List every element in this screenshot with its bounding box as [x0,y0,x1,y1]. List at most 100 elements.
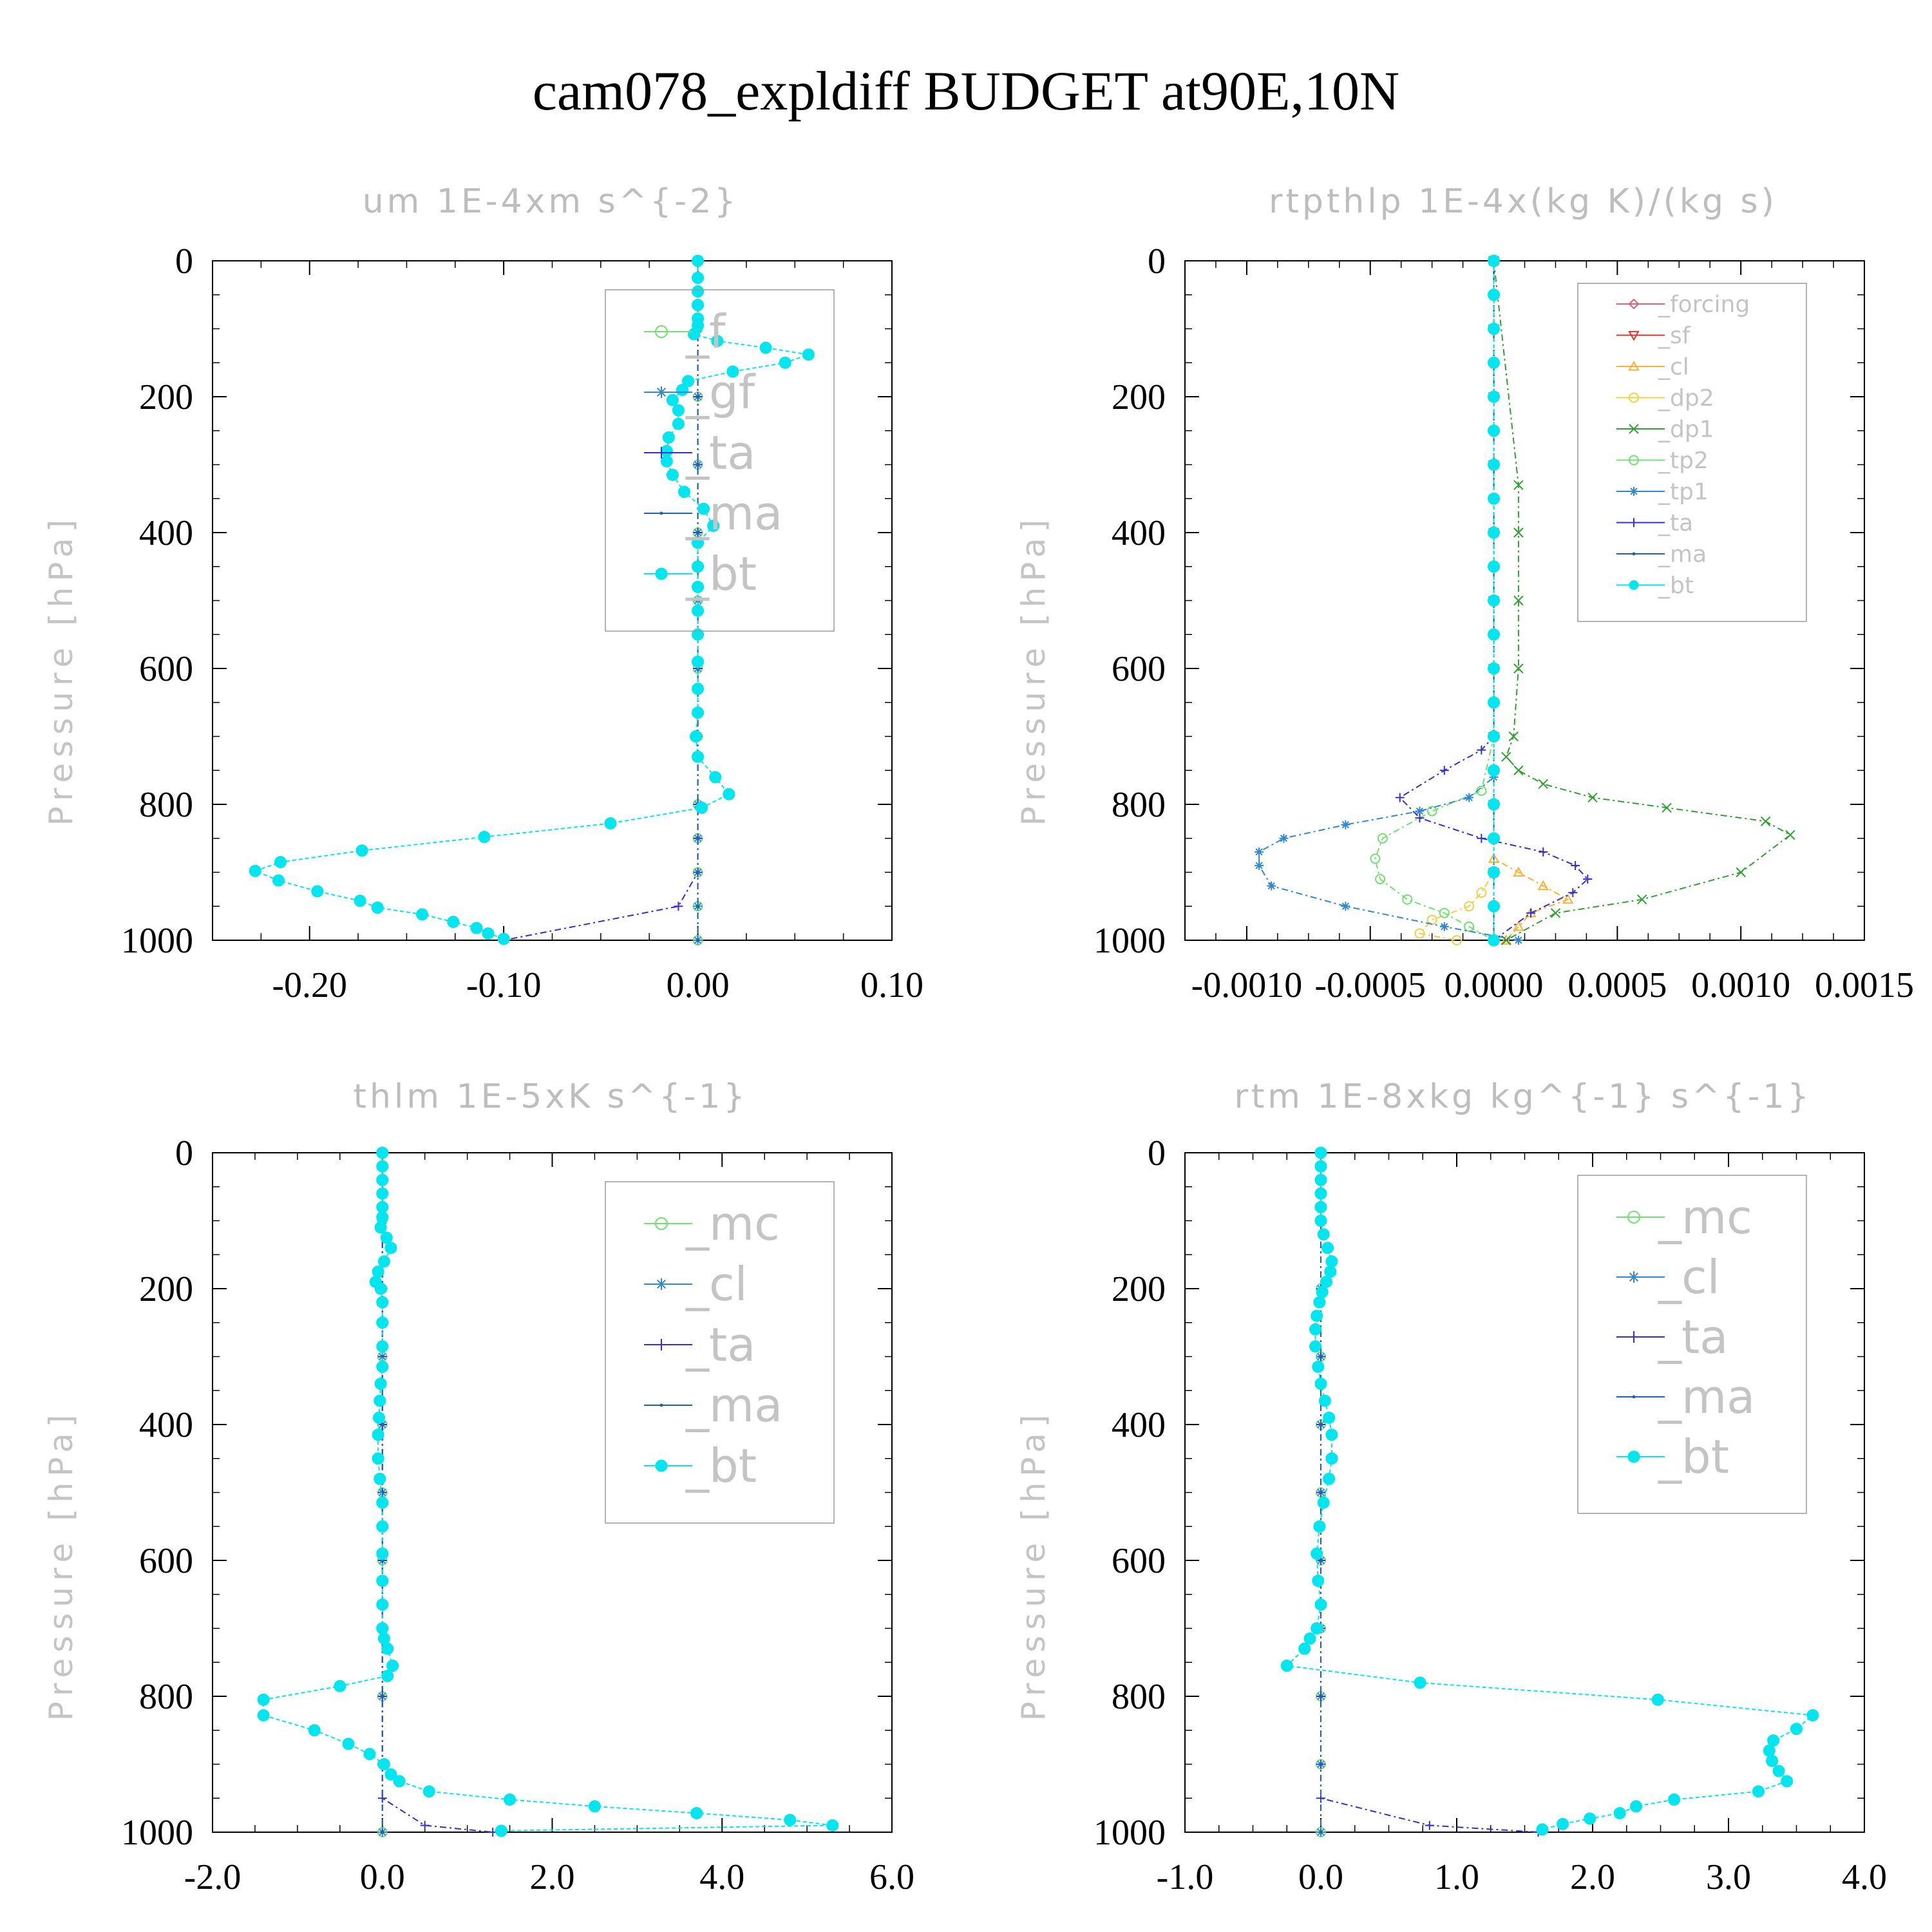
data-point [1311,1309,1323,1322]
data-point [1772,1765,1785,1777]
data-point [376,1598,389,1611]
panel-title: rtpthlp 1E-4x(kg K)/(kg s) [1269,182,1777,221]
data-point [1513,663,1524,674]
data-point [1501,934,1512,945]
data-point [696,599,700,602]
data-point [1325,1255,1338,1268]
y-tick-label: 600 [1112,1541,1166,1581]
series-line [1374,261,1495,941]
data-point [1324,1265,1337,1278]
data-point [371,901,384,914]
legend-item: _bt [1616,1430,1729,1484]
data-point [711,334,724,347]
data-point [692,604,705,617]
y-axis: 0 200 400 600 800 1000 [1094,1133,1864,1853]
y-tick-label: 1000 [121,921,193,961]
data-point [692,299,705,312]
legend-box [605,289,835,632]
y-axis: 0 200 400 600 800 1000 [121,1133,892,1853]
data-point [1488,254,1501,267]
legend: _f _gf _ta _ma _bt [605,289,835,632]
data-point [692,706,705,719]
data-point [692,254,705,267]
series-line [253,261,809,940]
legend-marker [656,1278,667,1290]
x-axis: -0.0010 -0.0005 0.0000 0.0005 0.0010 0.0015 [1184,261,1914,1005]
legend-label: _gf [685,365,756,419]
data-point [1395,793,1405,802]
data-point [376,1173,389,1186]
panel-thlm: thlm 1E-5xK s^{-1} Pressure [hPa] 0 200 40… [43,1077,914,1897]
data-point [376,1575,389,1587]
data-point [1488,390,1501,403]
data-point [1488,696,1501,709]
data-point [504,1793,516,1806]
data-point [1536,1823,1549,1836]
data-point [1587,792,1598,803]
data-point [1571,860,1580,870]
data-point [1314,1200,1327,1213]
legend-label: _tp1 [1658,479,1709,506]
y-axis-title: Pressure [hPa] [1015,1409,1052,1721]
legend-marker [1627,1211,1640,1224]
legend-label: _cl [685,1257,748,1311]
x-tick-label: -2.0 [184,1857,242,1897]
legend-item: _mc [644,1197,780,1251]
data-point [672,404,685,417]
legend-marker [1628,330,1640,341]
data-point [1488,560,1501,573]
x-tick-label: 3.0 [1706,1857,1751,1897]
legend-item: _mc [1616,1190,1752,1244]
data-point [1613,1806,1626,1819]
data-point [376,1316,389,1329]
data-point [1298,1642,1311,1655]
series-line [1285,1153,1815,1830]
data-point [1488,798,1501,811]
data-point [1319,1830,1323,1834]
y-axis-title: Pressure [hPa] [43,1409,80,1721]
x-tick-label: 0.0005 [1567,965,1667,1005]
x-tick-label: 0.00 [667,965,730,1005]
data-point [709,771,722,784]
series-bt [257,1146,839,1837]
data-point [257,1693,270,1706]
x-tick-label: -0.0010 [1191,965,1303,1005]
data-point [1488,424,1501,437]
legend-label: _bt [685,547,757,601]
data-point [1426,806,1437,817]
data-point [696,904,700,908]
legend-marker [656,447,667,459]
data-point [1312,1575,1325,1587]
legend-box [605,1181,835,1524]
data-point [1476,887,1487,898]
data-point [1790,1723,1803,1736]
data-point [377,1255,390,1268]
legend-label: _cl [1658,354,1689,381]
data-point [1415,806,1425,816]
data-point [662,431,675,444]
data-point [376,1520,389,1533]
data-point [1781,1775,1794,1788]
series-tp1 [1255,256,1523,945]
data-point [1312,1360,1325,1373]
data-point [1321,1242,1334,1255]
data-point [1488,323,1501,335]
y-tick-label: 0 [1148,1133,1166,1173]
data-point [495,1824,507,1837]
legend-marker [1628,360,1640,371]
data-point [696,531,700,535]
data-point [376,1211,389,1224]
data-point [1488,832,1501,845]
data-point [1736,867,1746,878]
data-point [826,1819,839,1832]
data-point [393,1775,406,1788]
data-point [381,1642,394,1655]
x-tick-label: 2.0 [530,1857,575,1897]
data-point [1341,820,1350,829]
series-line [1258,261,1519,941]
legend-label: _mc [1658,1190,1752,1244]
data-point [1319,1763,1323,1766]
data-point [1314,1187,1327,1200]
legend-marker [1629,424,1639,434]
data-point [1513,595,1524,606]
